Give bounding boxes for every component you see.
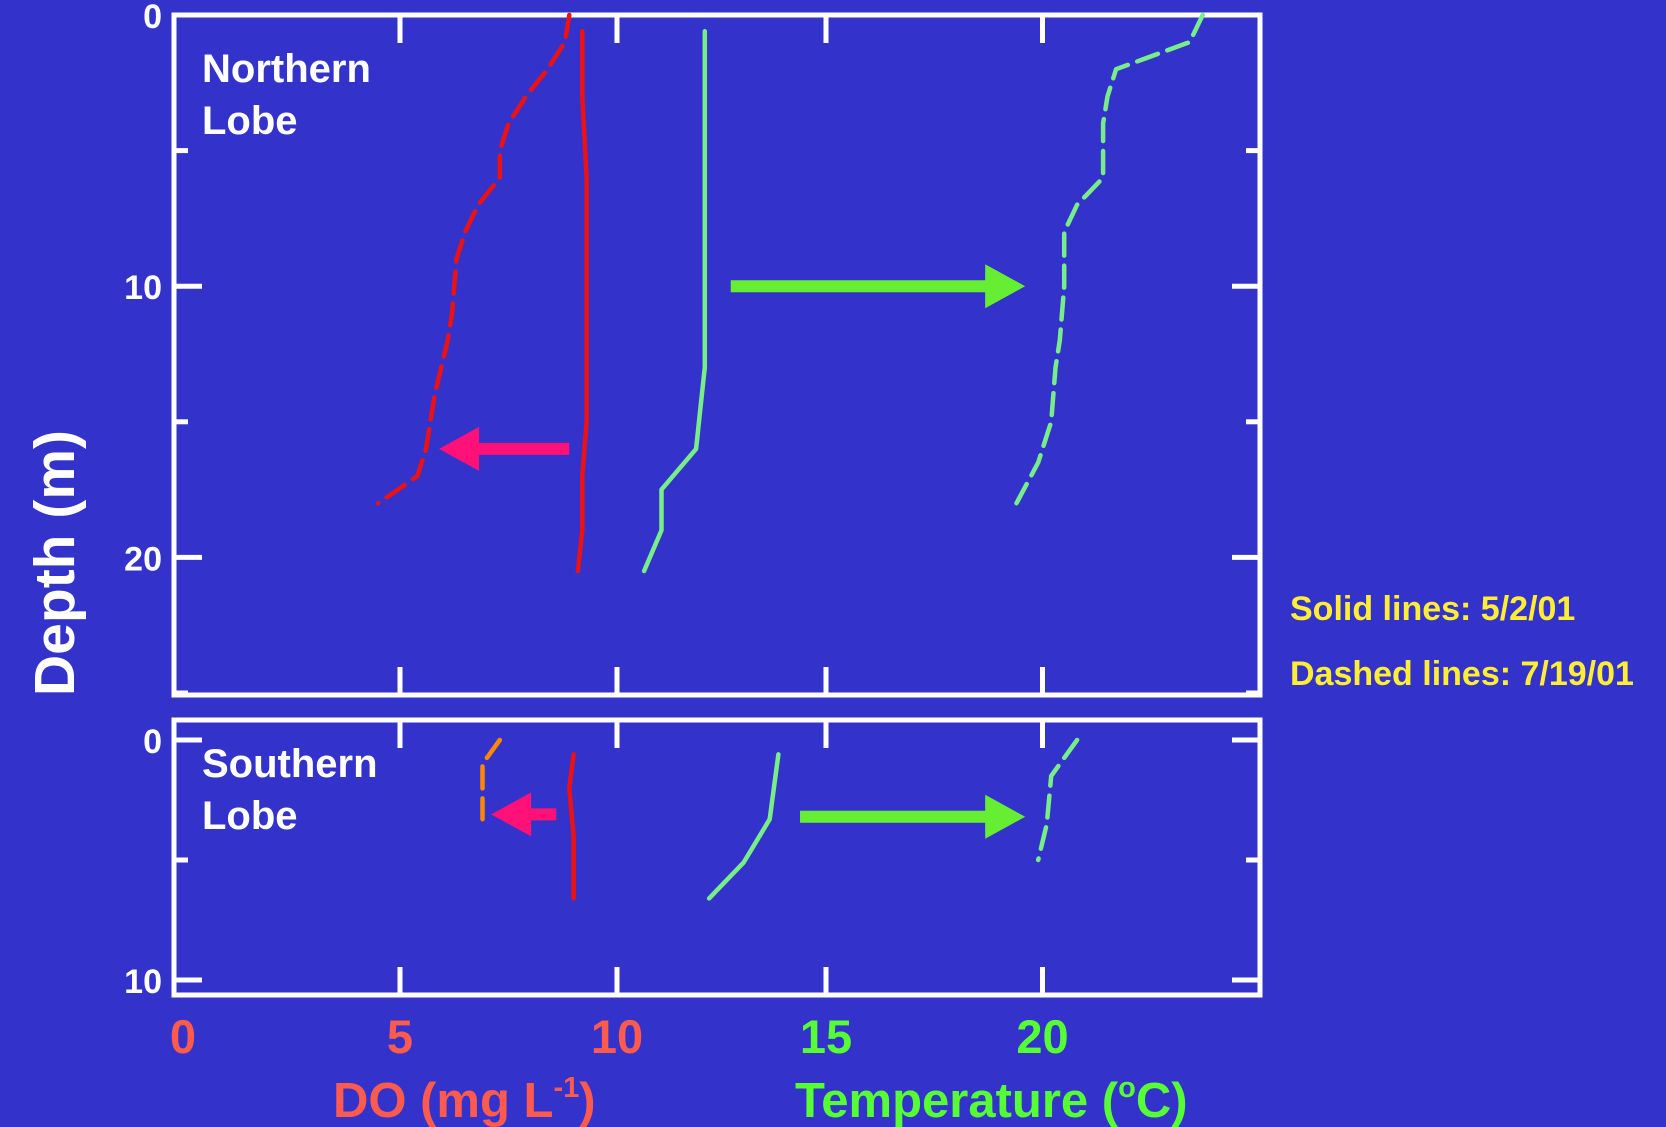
y-tick-label: 10 <box>124 269 162 307</box>
series-line <box>706 752 781 901</box>
series-line <box>480 737 503 822</box>
x-tick-label-temperature: 20 <box>1016 1010 1068 1063</box>
x-tick-label-temperature: 15 <box>800 1010 852 1063</box>
panel-southern: 0 10 Southern Lobe <box>124 717 1263 1001</box>
trend-arrow <box>730 264 1026 309</box>
y-tick-label: 0 <box>143 0 162 36</box>
x-tick-label-do: 0 <box>170 1010 196 1063</box>
trend-arrow <box>800 794 1026 839</box>
series-line <box>575 29 589 574</box>
trend-arrow <box>491 792 557 837</box>
series-line <box>567 752 576 901</box>
panel-label: Southern <box>202 742 378 786</box>
y-tick-label: 10 <box>124 963 162 1001</box>
y-tick-label: 0 <box>143 723 162 761</box>
panel-northern: 0 10 20 Northern Lobe <box>124 0 1263 698</box>
series-line <box>376 12 572 506</box>
x-tick-label-do: 5 <box>387 1010 413 1063</box>
x-axis-label-temperature: Temperature (oC) <box>795 1072 1188 1127</box>
legend-dashed: Dashed lines: 7/19/01 <box>1290 655 1634 693</box>
plot-frame <box>171 12 1263 698</box>
trend-arrow <box>439 426 570 471</box>
series-line <box>641 29 708 574</box>
legend-solid: Solid lines: 5/2/01 <box>1290 590 1575 628</box>
series-line <box>1014 12 1205 506</box>
panel-label: Lobe <box>202 99 298 143</box>
panel-label: Lobe <box>202 794 298 838</box>
x-tick-label-do: 10 <box>591 1010 643 1063</box>
series-line <box>1035 737 1080 863</box>
x-axis-label-do: DO (mg L-1) <box>333 1072 596 1127</box>
panel-label: Northern <box>202 47 371 91</box>
y-axis-label: Depth (m) <box>23 430 87 696</box>
y-tick-label: 20 <box>124 540 162 578</box>
